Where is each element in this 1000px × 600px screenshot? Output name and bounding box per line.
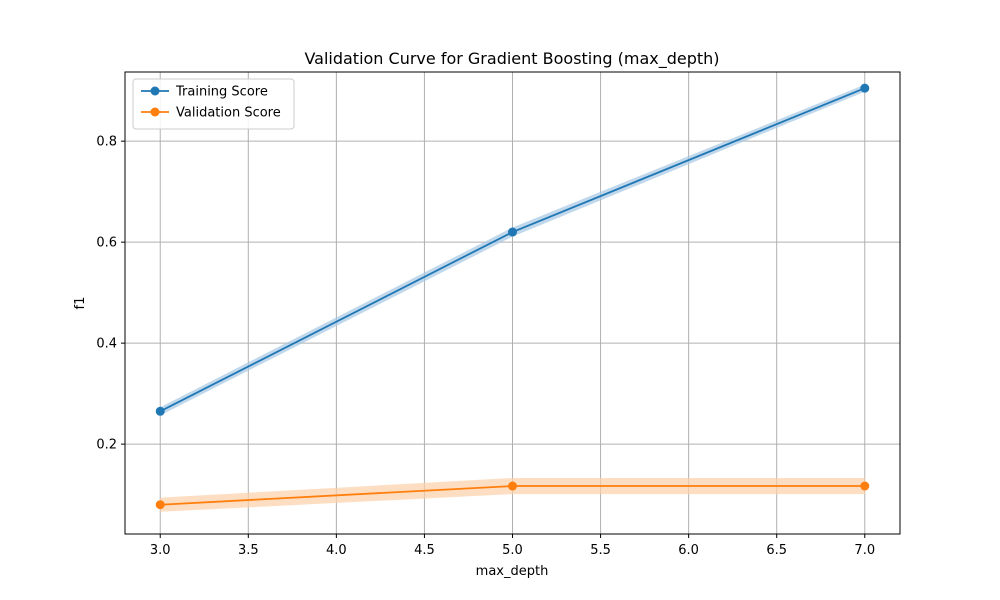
y-tick-label: 0.6 <box>96 236 117 251</box>
training-score-point <box>508 227 517 237</box>
chart-title: Validation Curve for Gradient Boosting (… <box>304 49 719 69</box>
x-tick-label: 5.0 <box>502 543 523 558</box>
validation-score-point <box>860 481 870 491</box>
x-tick-label: 4.0 <box>326 543 347 558</box>
legend-label-training-score: Training Score <box>175 85 268 100</box>
legend-marker-validation-score <box>150 107 160 117</box>
validation-score-point <box>155 500 165 510</box>
y-tick-label: 0.8 <box>96 135 117 150</box>
x-tick-label: 4.5 <box>414 543 435 558</box>
legend-box <box>132 78 295 130</box>
validation-score-point <box>508 481 517 491</box>
y-axis-ticks: 0.2 0.4 0.6 0.8 <box>96 135 125 453</box>
x-axis-label: max_depth <box>476 564 549 579</box>
y-tick-label: 0.2 <box>96 438 117 453</box>
training-score-point <box>155 406 165 416</box>
legend-label-validation-score: Validation Score <box>176 106 281 121</box>
legend: Training Score Validation Score <box>132 78 295 130</box>
training-score-point <box>860 83 870 93</box>
x-axis-ticks: 3.0 3.5 4.0 4.5 5.0 5.5 6.0 6.5 7.0 <box>150 534 875 558</box>
x-tick-label: 5.5 <box>590 543 611 558</box>
y-tick-label: 0.4 <box>96 337 117 352</box>
x-tick-label: 6.0 <box>678 543 699 558</box>
x-tick-label: 7.0 <box>854 543 875 558</box>
grid <box>125 72 900 534</box>
legend-marker-training-score <box>150 86 160 96</box>
series-points <box>155 83 870 510</box>
y-axis-label: f1 <box>73 297 88 310</box>
x-tick-label: 6.5 <box>766 543 787 558</box>
x-tick-label: 3.0 <box>150 543 171 558</box>
x-tick-label: 3.5 <box>238 543 259 558</box>
